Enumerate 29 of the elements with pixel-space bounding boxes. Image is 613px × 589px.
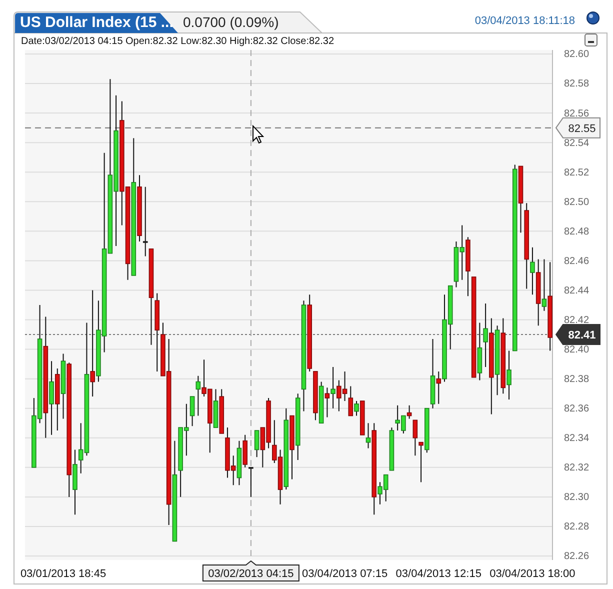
y-tick-label: 82.54 — [564, 138, 590, 149]
y-tick-label: 82.44 — [564, 285, 590, 296]
y-tick-label: 82.32 — [564, 462, 590, 474]
y-tick-label: 82.46 — [564, 256, 590, 267]
chart-title: US Dollar Index (15 ... — [20, 14, 174, 31]
text: 03/04/2013 18:11:18 — [474, 15, 575, 27]
ref-line-label: 82.55 — [568, 122, 596, 135]
ref-line-label: 82.41 — [568, 330, 596, 342]
y-tick-label: 82.40 — [564, 344, 590, 356]
y-tick-label: 82.42 — [564, 314, 590, 326]
y-tick-label: 82.60 — [564, 49, 590, 60]
y-tick-label: 82.58 — [564, 78, 590, 90]
y-tick-label: 82.34 — [564, 433, 590, 444]
x-tick-label: 03/01/2013 18:45 — [20, 568, 106, 580]
y-tick-label: 82.30 — [564, 492, 590, 504]
y-tick-label: 82.56 — [564, 108, 590, 120]
y-tick-label: 82.48 — [564, 226, 590, 238]
x-tick-label: 03/04/2013 12:15 — [396, 568, 482, 580]
x-tick-label: 03/04/2013 18:00 — [490, 568, 576, 580]
y-tick-label: 82.52 — [564, 167, 590, 178]
x-tick-label: 03/02/2013 04:15 — [208, 568, 294, 580]
x-tick-label: 03/04/2013 07:15 — [302, 568, 388, 580]
y-tick-label: 82.36 — [564, 404, 590, 415]
y-tick-label: 82.38 — [564, 374, 590, 386]
chart-subtitle: 0.0700 (0.09%) — [183, 14, 279, 30]
text: Date:03/02/2013 04:15 Open:82.32 Low:82.30 High:82.32 Close:82.32 — [21, 36, 334, 47]
y-tick-label: 82.26 — [564, 551, 590, 562]
y-tick-label: 82.50 — [564, 196, 590, 208]
y-tick-label: 82.28 — [564, 522, 590, 533]
